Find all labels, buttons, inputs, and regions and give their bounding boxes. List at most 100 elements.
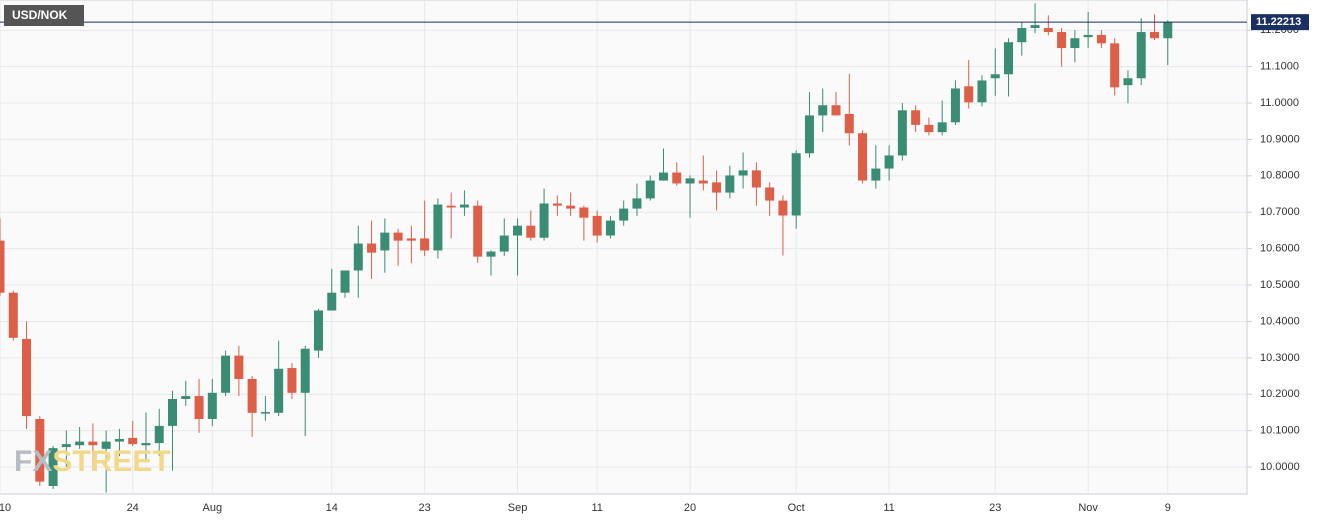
candle-body [897,110,907,156]
y-tick-label: 10.8000 [1260,170,1300,182]
candle-body [990,74,1000,79]
candle-body [1136,32,1146,79]
candle-body [207,392,217,420]
watermark-part: FX [14,445,52,478]
candle-body [924,124,934,133]
candle-body [884,155,894,169]
candle-body [818,105,828,116]
candle-body [1017,28,1027,43]
watermark-part: STREET [52,445,170,478]
candle-body [552,203,562,206]
x-tick-label: 14 [326,502,338,514]
candle-body [101,441,111,449]
candle-body [911,110,921,125]
candle-body [287,368,297,393]
y-tick-label: 10.1000 [1260,425,1300,437]
candle-body [725,175,735,193]
y-tick-label: 11.1000 [1260,61,1299,73]
x-tick-label: 24 [127,502,139,514]
candle-body [539,203,549,238]
candle-body [1110,43,1120,88]
candle-body [605,220,615,236]
candle-body [1149,32,1159,39]
candle-body [499,235,509,252]
candle-body [592,215,602,236]
candle-body [473,205,483,257]
candle-body [260,412,270,414]
candle-body [1004,42,1014,75]
y-tick-label: 10.0000 [1260,461,1300,473]
x-tick-label: 11 [591,502,602,514]
candle-body [632,198,642,209]
candle-body [1163,22,1173,39]
candle-body [141,443,151,446]
y-tick-label: 10.9000 [1260,133,1300,145]
candle-body [858,133,868,181]
candle-body [619,208,629,221]
candle-body [221,355,231,393]
candle-body [712,182,722,193]
candle-body [194,396,204,420]
candle-body [340,270,350,293]
y-tick-label: 10.7000 [1260,206,1300,218]
candle-body [526,225,536,238]
x-tick-label: 10 [0,502,11,514]
candle-body [964,86,974,103]
y-tick-label: 10.6000 [1260,243,1300,255]
candle-body [35,419,45,482]
candle-body [75,441,85,446]
candle-body [1123,78,1133,86]
candle-body [1057,32,1067,49]
candle-body [645,180,655,199]
candle-body [247,378,257,413]
candle-body [8,292,18,338]
candle-body [420,238,430,251]
candle-body [791,153,801,216]
candle-body [566,205,576,209]
candle-body [433,204,443,251]
candle-body [168,398,178,426]
candle-body [672,172,682,184]
y-tick-label: 10.2000 [1260,388,1300,400]
candle-body [751,170,761,188]
candle-body [937,122,947,133]
candle-body [181,396,191,399]
x-tick-label: Sep [508,502,528,514]
candle-body [327,292,337,311]
candle-body [1030,25,1040,29]
x-tick-label: Nov [1078,502,1098,514]
candle-body [831,105,841,116]
candle-body [393,232,403,241]
candle-body [513,225,523,236]
candle-body [61,444,71,448]
candle-body [659,172,668,181]
y-tick-label: 11.0000 [1260,97,1299,109]
candle-body [738,170,748,176]
candle-body [88,441,98,446]
candle-body [685,178,695,184]
axes: 10.0000 10.1000 10.2000 10.3000 10.4000 10.50… [0,14,1309,514]
candle-body [353,243,363,271]
x-tick-label: 20 [684,502,696,514]
candle-body [274,368,284,413]
title-box [4,5,84,26]
x-tick-label: Oct [788,502,805,514]
candle-body [380,232,390,251]
x-tick-label: Aug [203,502,223,514]
candle-body [778,200,788,216]
candle-body [154,425,164,444]
candle-body [871,168,881,181]
candle-body [486,251,496,257]
x-tick-label: 23 [419,502,431,514]
candle-body [804,115,814,154]
x-tick-label: 23 [989,502,1001,514]
candle-body [977,80,987,103]
candle-body [765,187,775,201]
watermark: FXSTREET [14,445,171,478]
candle-body [844,113,854,134]
candle-body [48,448,58,486]
candle-body [22,338,32,417]
candle-body [313,310,323,351]
candle-body [459,204,469,208]
